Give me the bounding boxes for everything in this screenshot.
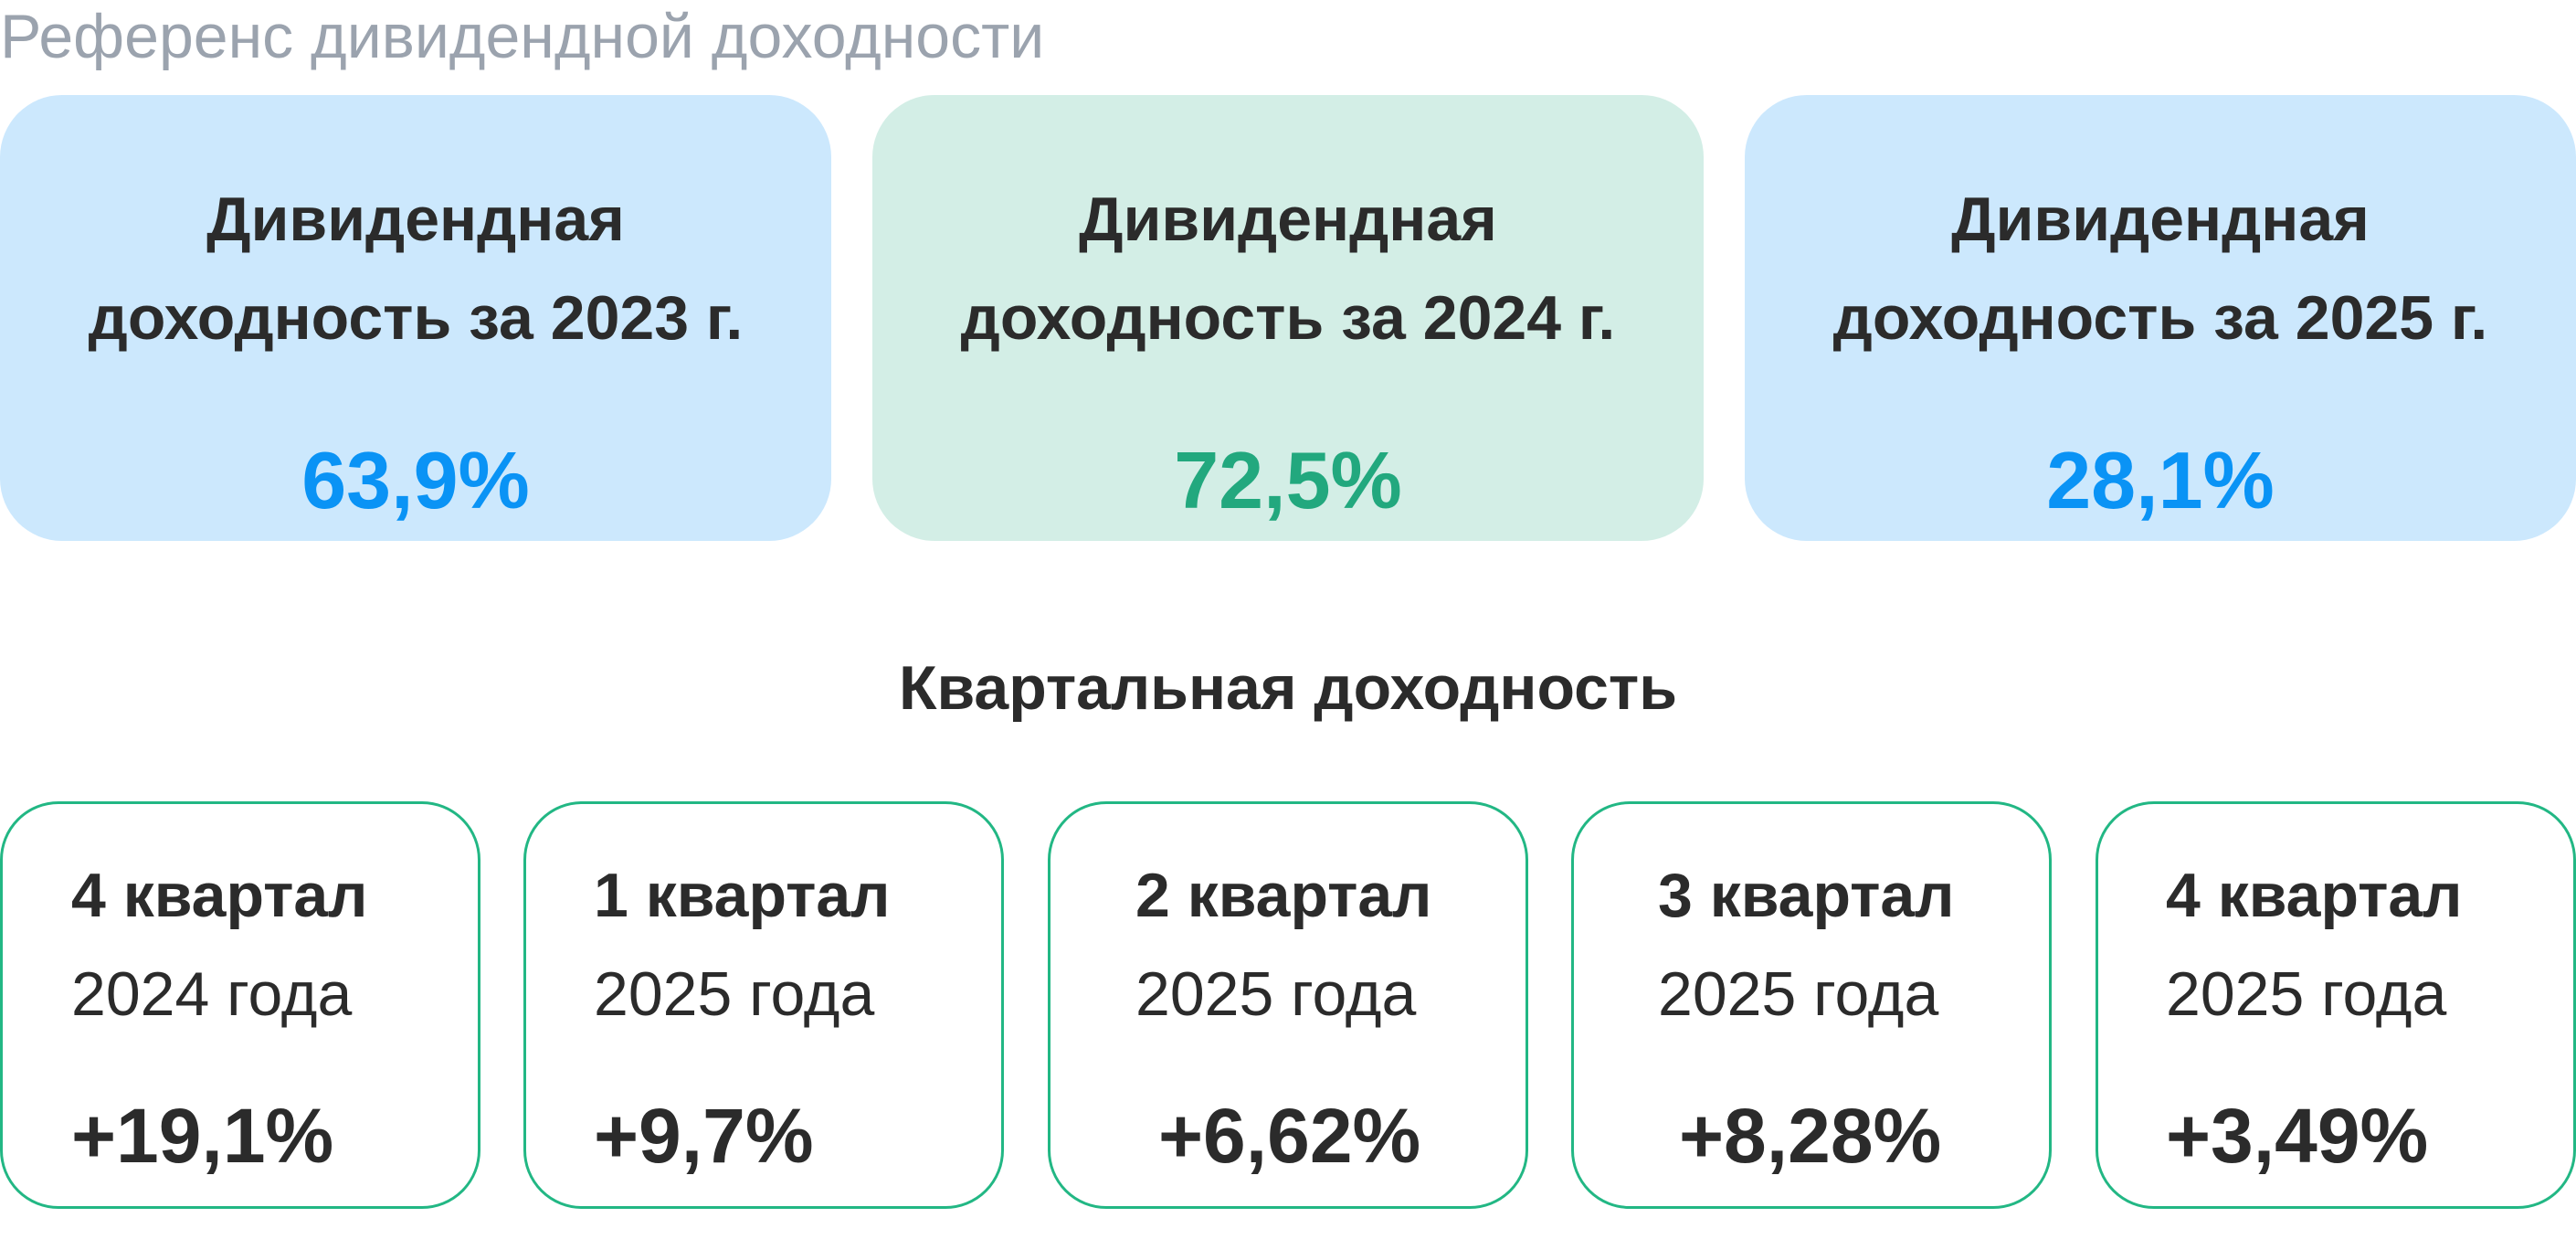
quarter-card-q1-2025: 1 квартал 2025 года +9,7% xyxy=(523,801,1004,1209)
quarter-value: +9,7% xyxy=(594,1093,814,1179)
quarter-year: 2024 года xyxy=(71,959,353,1029)
quarter-year: 2025 года xyxy=(2166,959,2447,1029)
quarter-value: +8,28% xyxy=(1679,1093,1942,1179)
annual-card-value: 63,9% xyxy=(301,435,530,525)
annual-card-value: 28,1% xyxy=(2046,435,2275,525)
annual-card-value: 72,5% xyxy=(1174,435,1402,525)
annual-card-label: Дивидендная доходность за 2025 г. xyxy=(1832,185,2488,353)
annual-card-2023: Дивидендная доходность за 2023 г. 63,9% xyxy=(0,95,831,541)
quarter-label: 1 квартал xyxy=(594,861,891,930)
quarter-label: 2 квартал xyxy=(1135,861,1432,930)
quarter-value: +19,1% xyxy=(71,1093,334,1179)
annual-card-2024: Дивидендная доходность за 2024 г. 72,5% xyxy=(872,95,1704,541)
section-title-quarterly: Квартальная доходность xyxy=(898,653,1678,723)
page-title: Референс дивидендной доходности xyxy=(0,2,1045,71)
annual-card-label: Дивидендная доходность за 2023 г. xyxy=(88,185,744,353)
annual-card-2025: Дивидендная доходность за 2025 г. 28,1% xyxy=(1745,95,2576,541)
quarter-year: 2025 года xyxy=(1658,959,1939,1029)
quarter-card-q4-2025: 4 квартал 2025 года +3,49% xyxy=(2096,801,2576,1209)
quarter-year: 2025 года xyxy=(594,959,875,1029)
quarter-label: 4 квартал xyxy=(71,861,368,930)
quarter-value: +6,62% xyxy=(1158,1093,1421,1179)
quarter-label: 3 квартал xyxy=(1658,861,1955,930)
quarter-value: +3,49% xyxy=(2166,1093,2429,1179)
quarter-card-q4-2024: 4 квартал 2024 года +19,1% xyxy=(0,801,480,1209)
quarter-year: 2025 года xyxy=(1135,959,1417,1029)
quarter-label: 4 квартал xyxy=(2166,861,2463,930)
quarter-card-q3-2025: 3 квартал 2025 года +8,28% xyxy=(1571,801,2052,1209)
quarter-card-q2-2025: 2 квартал 2025 года +6,62% xyxy=(1048,801,1528,1209)
annual-card-label: Дивидендная доходность за 2024 г. xyxy=(960,185,1616,353)
